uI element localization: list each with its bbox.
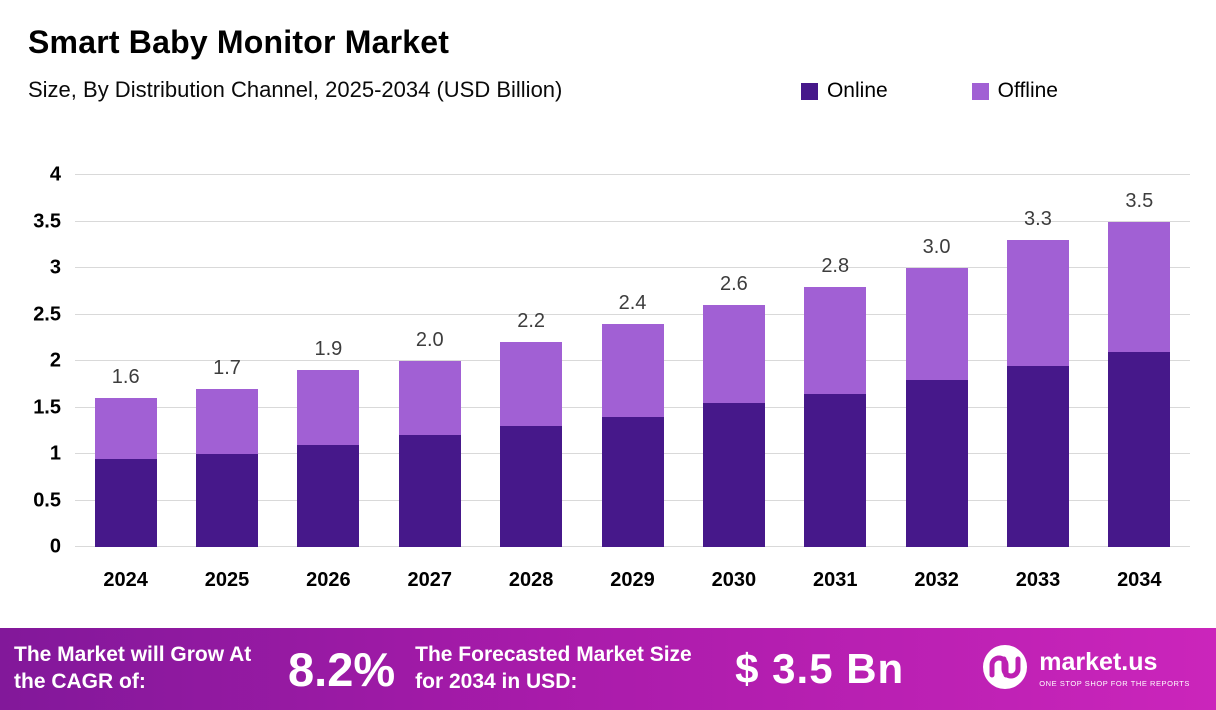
brand-logo: market.us ONE STOP SHOP FOR THE REPORTS bbox=[982, 644, 1190, 695]
legend-swatch bbox=[971, 82, 989, 100]
bar-segment-online bbox=[94, 458, 157, 547]
bar-2034: 3.5 2034 bbox=[1108, 175, 1171, 591]
bar-total-label: 3.5 bbox=[1125, 189, 1154, 212]
y-axis-tick-label: 0 bbox=[49, 535, 61, 558]
bar-total-label: 1.7 bbox=[213, 356, 241, 379]
legend-swatch bbox=[800, 82, 818, 100]
footer-banner: The Market will Grow At the CAGR of: 8.2… bbox=[0, 628, 1216, 710]
brand-name: market.us bbox=[1039, 648, 1158, 676]
bar-segment-online bbox=[601, 416, 664, 547]
bar-segment-offline bbox=[702, 305, 765, 403]
bar-segment-offline bbox=[196, 388, 259, 454]
bar-segment-offline bbox=[804, 286, 867, 394]
bar-segment-online bbox=[500, 426, 563, 547]
bar-segment-online bbox=[196, 454, 259, 547]
x-axis-label: 2025 bbox=[204, 569, 250, 591]
bar-2032: 3.0 2032 bbox=[905, 175, 968, 591]
bar-segment-offline bbox=[601, 323, 664, 417]
x-axis-label: 2032 bbox=[914, 569, 959, 591]
x-axis-label: 2026 bbox=[306, 569, 351, 591]
bar-total-label: 2.6 bbox=[719, 273, 748, 296]
x-axis-label: 2028 bbox=[508, 569, 554, 591]
legend-label: Offline bbox=[997, 79, 1058, 102]
legend-item-online: Online bbox=[800, 79, 888, 103]
bar-segment-offline bbox=[1006, 240, 1069, 366]
bar-total-label: 2.8 bbox=[821, 254, 850, 277]
x-axis-label: 2029 bbox=[610, 569, 655, 591]
y-axis-tick-label: 1.5 bbox=[33, 396, 61, 418]
bar-segment-offline bbox=[905, 268, 968, 380]
bar-segment-offline bbox=[500, 342, 563, 427]
gridline bbox=[75, 313, 1190, 315]
y-axis-tick-label: 3.5 bbox=[33, 210, 61, 232]
gridline bbox=[75, 220, 1190, 222]
bar-total-label: 3.0 bbox=[922, 236, 951, 258]
y-axis-tick-label: 2.5 bbox=[33, 303, 61, 325]
bar-2033: 3.3 2033 bbox=[1006, 175, 1069, 591]
bar-2024: 1.6 2024 bbox=[94, 175, 157, 591]
y-axis-tick-label: 0.5 bbox=[33, 489, 61, 511]
bar-total-label: 2.2 bbox=[517, 310, 546, 333]
bar-segment-online bbox=[804, 393, 867, 547]
bar-total-label: 2.4 bbox=[618, 291, 647, 314]
bar-2025: 1.7 2025 bbox=[196, 175, 259, 591]
bar-total-label: 3.3 bbox=[1024, 208, 1052, 231]
x-axis-label: 2027 bbox=[407, 569, 453, 591]
bar-segment-online bbox=[702, 402, 765, 547]
forecast-value: $ 3.5 Bn bbox=[735, 645, 905, 692]
x-axis-label: 2034 bbox=[1117, 569, 1162, 591]
brand-tagline: ONE STOP SHOP FOR THE REPORTS bbox=[1039, 679, 1190, 688]
y-axis-tick-label: 4 bbox=[49, 163, 61, 186]
x-axis-label: 2024 bbox=[103, 569, 148, 591]
forecast-label: The Forecasted Market Size for 2034 in U… bbox=[415, 643, 692, 693]
gridline bbox=[75, 174, 1190, 175]
chart-legend: Online Offline bbox=[800, 79, 1058, 103]
chart-title: Smart Baby Monitor Market bbox=[28, 24, 450, 60]
cagr-value: 8.2% bbox=[288, 642, 396, 696]
bar-segment-offline bbox=[94, 398, 157, 459]
bar-2027: 2.0 2027 bbox=[398, 175, 461, 591]
bar-total-label: 1.6 bbox=[111, 366, 140, 389]
y-axis-tick-label: 3 bbox=[49, 256, 61, 279]
x-axis-label: 2030 bbox=[711, 569, 757, 591]
bar-2026: 1.9 2026 bbox=[297, 175, 360, 591]
bar-2031: 2.8 2031 bbox=[804, 175, 867, 591]
market-us-logo-icon bbox=[982, 644, 1028, 695]
x-axis-label: 2033 bbox=[1015, 569, 1061, 591]
bar-segment-online bbox=[297, 444, 360, 547]
bar-total-label: 1.9 bbox=[314, 338, 343, 361]
legend-label: Online bbox=[826, 79, 888, 102]
bar-segment-offline bbox=[398, 361, 461, 436]
chart-plot-area: 0 0.5 1 1.5 2 2.5 3 3.5 4 1.6 2024 1.7 2025 1.9 2026 2.… bbox=[33, 164, 1190, 591]
cagr-label: The Market will Grow At the CAGR of: bbox=[14, 643, 252, 693]
y-axis-tick-label: 2 bbox=[49, 349, 61, 372]
gridline bbox=[75, 267, 1190, 268]
bar-total-label: 2.0 bbox=[415, 329, 444, 351]
bar-2028: 2.2 2028 bbox=[500, 175, 563, 591]
bar-segment-online bbox=[1006, 365, 1069, 547]
chart-subtitle: Size, By Distribution Channel, 2025-2034… bbox=[28, 77, 563, 102]
bar-2029: 2.4 2029 bbox=[601, 175, 664, 591]
legend-item-offline: Offline bbox=[971, 79, 1058, 103]
bar-segment-offline bbox=[297, 370, 360, 445]
bar-segment-online bbox=[398, 435, 461, 547]
brand-text: market.us ONE STOP SHOP FOR THE REPORTS bbox=[1039, 648, 1190, 689]
y-axis-tick-label: 1 bbox=[49, 442, 61, 465]
x-axis-label: 2031 bbox=[812, 569, 858, 591]
bar-2030: 2.6 2030 bbox=[702, 175, 765, 591]
bar-segment-offline bbox=[1108, 221, 1171, 352]
bar-segment-online bbox=[1108, 351, 1171, 547]
bar-segment-online bbox=[905, 379, 968, 547]
